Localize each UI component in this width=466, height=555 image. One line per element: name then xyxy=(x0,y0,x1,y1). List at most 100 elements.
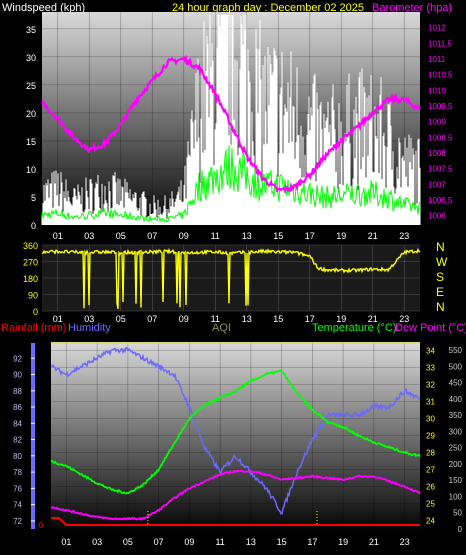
humidity-tick-label: 92 xyxy=(13,354,22,363)
humidity-label: Humidity xyxy=(68,322,111,334)
humidity-tick-label: 90 xyxy=(13,371,22,380)
temperature-tick-label: 33 xyxy=(426,364,435,373)
windspeed-tick-label: 35 xyxy=(26,25,36,35)
windspeed-tick-label: 30 xyxy=(26,53,36,63)
x-tick-label: 05 xyxy=(116,231,126,241)
windspeed-tick-label: 20 xyxy=(26,109,36,119)
humidity-tick-label: 76 xyxy=(13,484,22,493)
windspeed-tick-label: 25 xyxy=(26,81,36,91)
wind-direction-tick-label: 270 xyxy=(23,258,38,268)
barometer-tick-label: 1007.5 xyxy=(428,165,453,174)
x-tick-label: 21 xyxy=(368,314,378,324)
x-tick-label: 07 xyxy=(147,314,157,324)
aqi-tick-label: 200 xyxy=(449,460,463,469)
wind-direction-axis: 0 90 180 270 360 xyxy=(23,241,38,317)
temperature-tick-label: 32 xyxy=(426,381,435,390)
humidity-tick-label: 84 xyxy=(13,419,22,428)
x-tick-label: 11 xyxy=(211,231,220,241)
wind-direction-tick-label: 180 xyxy=(23,274,38,284)
barometer-tick-label: 1009 xyxy=(428,118,446,127)
x-tick-label: 09 xyxy=(179,231,189,241)
aqi-tick-label: 50 xyxy=(453,509,462,518)
x-tick-label: 23 xyxy=(399,314,409,324)
barometer-tick-label: 1006 xyxy=(428,212,446,221)
barometer-tick-label: 1008.5 xyxy=(428,133,453,142)
wind-direction-series xyxy=(41,247,421,310)
wind-direction-grid xyxy=(42,244,420,312)
barometer-tick-label: 1010.5 xyxy=(428,71,453,80)
humidity-tick-label: 74 xyxy=(13,501,22,510)
x-tick-label: 21 xyxy=(369,537,379,547)
wind-direction-tick-label: 360 xyxy=(23,241,38,251)
aqi-tick-label: 450 xyxy=(449,379,463,388)
humidity-axis: 72 74 76 78 80 82 84 86 88 90 92 xyxy=(13,354,35,526)
dew-point-label: Dew Point (°C) xyxy=(395,322,466,334)
x-tick-label: 03 xyxy=(84,314,94,324)
humidity-tick-label: 88 xyxy=(13,387,22,396)
humidity-tick-label: 72 xyxy=(13,517,22,526)
rainfall-label: Rainfall (mm) xyxy=(1,322,66,334)
aqi-axis: 0 50 100 150 200 250 300 350 400 450 500 550 xyxy=(449,346,463,534)
temperature-tick-label: 26 xyxy=(426,483,435,492)
wind-direction-tick-label: 90 xyxy=(28,291,38,301)
x-tick-label: 05 xyxy=(116,314,126,324)
compass-label: N xyxy=(436,240,445,254)
windspeed-tick-label: 10 xyxy=(26,165,36,175)
compass-label: E xyxy=(436,285,444,299)
windspeed-tick-label: 15 xyxy=(26,137,36,147)
x-tick-label: 23 xyxy=(399,231,409,241)
windspeed-axis: 0 5 10 15 20 25 30 35 xyxy=(26,25,36,231)
x-tick-label: 13 xyxy=(242,231,252,241)
temp-humidity-series xyxy=(50,346,421,526)
x-tick-label: 13 xyxy=(242,314,252,324)
barometer-series xyxy=(41,54,421,195)
x-tick-label: 15 xyxy=(273,231,283,241)
windspeed-average-series xyxy=(41,145,421,223)
humidity-tick-label: 80 xyxy=(13,452,22,461)
aqi-tick-label: 300 xyxy=(449,427,463,436)
aqi-label: AQI xyxy=(212,322,231,334)
temperature-tick-label: 34 xyxy=(426,347,435,356)
barometer-tick-label: 1008 xyxy=(428,149,446,158)
temperature-label: Temperature (°C) xyxy=(312,322,396,334)
temperature-tick-label: 28 xyxy=(426,449,435,458)
x-tick-label: 11 xyxy=(211,314,220,324)
chart-title: 24 hour graph day : December 02 2025 xyxy=(172,2,364,14)
x-tick-label: 09 xyxy=(179,314,189,324)
humidity-tick-label: 78 xyxy=(13,468,22,477)
x-tick-label: 19 xyxy=(336,314,346,324)
wind-direction-tick-label: 0 xyxy=(33,307,38,317)
temperature-axis: 24 25 26 27 28 29 30 31 32 33 34 xyxy=(426,347,435,526)
temperature-tick-label: 27 xyxy=(426,466,435,475)
barometer-tick-label: 1010 xyxy=(428,86,446,95)
x-tick-label: 15 xyxy=(277,537,287,547)
x-tick-label: 19 xyxy=(336,231,346,241)
x-tick-label: 11 xyxy=(215,537,224,547)
temperature-tick-label: 30 xyxy=(426,415,435,424)
compass-label: W xyxy=(436,255,448,269)
humidity-tick-label: 86 xyxy=(13,403,22,412)
aqi-tick-label: 100 xyxy=(449,492,463,501)
wind-direction-series xyxy=(41,247,421,310)
x-tick-label: 07 xyxy=(154,537,164,547)
rainfall-axis: 0 xyxy=(39,521,44,530)
windspeed-label: Windspeed (kph) xyxy=(2,2,85,14)
x-tick-label: 01 xyxy=(53,231,63,241)
temperature-tick-label: 24 xyxy=(426,517,435,526)
humidity-series xyxy=(50,346,421,515)
x-tick-label: 21 xyxy=(368,231,378,241)
x-tick-label: 23 xyxy=(400,537,410,547)
wind-baro-series xyxy=(41,14,421,225)
dew-point-series xyxy=(50,469,421,522)
wind-direction-x-axis: 01 03 05 07 09 11 13 15 17 19 21 23 xyxy=(53,314,410,324)
temp-humidity-x-axis: 01 03 05 07 09 11 13 15 17 19 21 23 xyxy=(61,537,409,547)
x-tick-label: 17 xyxy=(305,314,315,324)
barometer-label: Barometer (hpa) xyxy=(372,2,452,14)
aqi-tick-label: 400 xyxy=(449,395,463,404)
rainfall-tick-label: 0 xyxy=(39,521,44,530)
temp-humidity-grid xyxy=(51,342,420,529)
barometer-tick-label: 1011 xyxy=(428,55,446,64)
